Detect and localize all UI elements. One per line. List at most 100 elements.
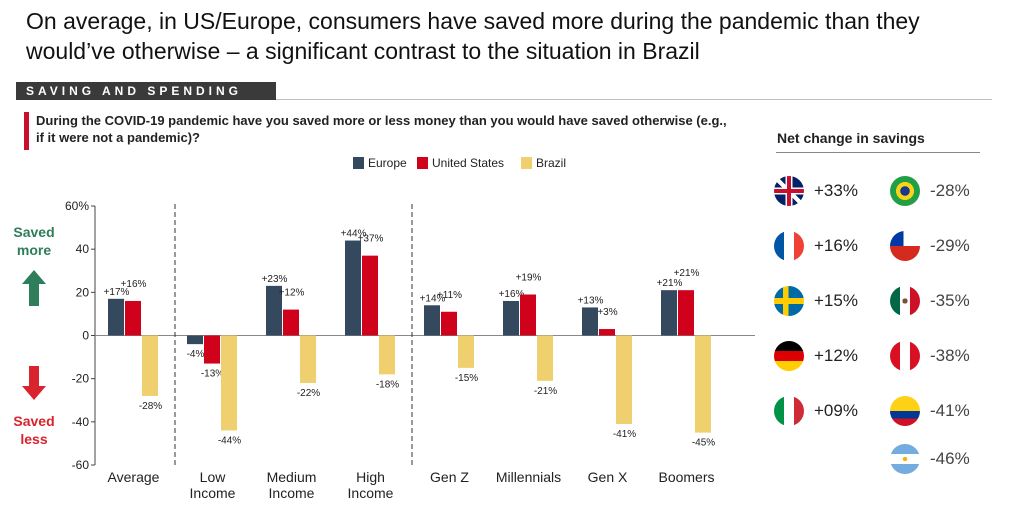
- saved-more-label: Saved: [13, 224, 54, 240]
- x-tick-label: Gen X: [588, 469, 628, 485]
- data-label: -18%: [376, 379, 399, 390]
- uk-flag-icon: [774, 176, 804, 206]
- data-label: +13%: [578, 295, 604, 306]
- bar-brazil: [458, 335, 474, 368]
- y-axis: -60 -40 -20 0 20 40 60%: [65, 199, 755, 472]
- net-change-title: Net change in savings: [777, 130, 925, 146]
- bar-brazil: [379, 335, 395, 375]
- question-accent-bar: [24, 112, 29, 150]
- x-tick-label: Income: [348, 485, 394, 501]
- data-label: +44%: [341, 229, 367, 240]
- data-label: -28%: [139, 401, 162, 412]
- bar-europe: [424, 305, 440, 336]
- bar-europe: [503, 300, 519, 336]
- x-tick-label: Income: [269, 485, 315, 501]
- bar-brazil: [142, 335, 158, 396]
- legend-label-2: Brazil: [536, 156, 566, 170]
- question-text: During the COVID-19 pandemic have you sa…: [36, 113, 727, 145]
- bar-brazil: [221, 335, 237, 431]
- bar-united-states: [283, 309, 299, 336]
- data-label: -21%: [534, 386, 557, 397]
- arrow-down-icon: [22, 366, 46, 400]
- brazil-flag-icon: [890, 176, 920, 206]
- section-banner: [16, 82, 276, 100]
- page-title: On average, in US/Europe, consumers have…: [26, 8, 920, 64]
- bar-brazil: [695, 335, 711, 433]
- data-label: +21%: [674, 268, 700, 279]
- bar-brazil: [300, 335, 316, 383]
- chile-flag-icon: [890, 231, 920, 261]
- data-label: +16%: [499, 289, 525, 300]
- section-label: SAVING AND SPENDING: [26, 84, 243, 98]
- mexico-flag-icon: [890, 286, 920, 316]
- data-label: -15%: [455, 373, 478, 384]
- arrow-up-icon: [22, 270, 46, 306]
- saved-less-label: Saved: [13, 413, 54, 429]
- group-dividers: [174, 204, 413, 465]
- data-label: -41%: [613, 429, 636, 440]
- bar-united-states: [520, 294, 536, 336]
- legend-label-0: Europe: [368, 156, 407, 170]
- france-net-change-value: +16%: [814, 236, 858, 255]
- legend-swatch-1: [417, 157, 428, 169]
- data-label: +16%: [121, 279, 147, 290]
- saved-less-label: less: [20, 431, 47, 447]
- bar-europe: [345, 240, 361, 336]
- colombia-flag-icon: [890, 396, 920, 426]
- brazil-net-change-value: -28%: [930, 181, 970, 200]
- data-label: -22%: [297, 388, 320, 399]
- data-label: -45%: [692, 438, 715, 449]
- x-tick-label: Boomers: [658, 469, 714, 485]
- x-tick-label: Medium: [267, 469, 317, 485]
- bar-europe: [108, 298, 124, 336]
- bar-europe: [582, 307, 598, 336]
- saved-more-label: more: [17, 242, 51, 258]
- germany-flag-icon: [774, 341, 804, 371]
- sweden-net-change-value: +15%: [814, 291, 858, 310]
- y-tick-label: 0: [82, 329, 89, 343]
- net-change-divider: [776, 152, 980, 153]
- x-tick-label: High: [356, 469, 385, 485]
- legend-swatch-2: [521, 157, 532, 169]
- bar-brazil: [537, 335, 553, 381]
- x-axis-labels: Average LowIncomeMediumIncomeHighIncomeGe…: [108, 469, 715, 501]
- x-tick-label: Gen Z: [430, 469, 469, 485]
- argentina-net-change-value: -46%: [930, 449, 970, 468]
- data-label: +37%: [358, 234, 384, 245]
- data-label: +19%: [516, 272, 542, 283]
- data-label: +21%: [657, 278, 683, 289]
- y-tick-label: -20: [72, 372, 90, 386]
- data-label: +12%: [279, 288, 305, 299]
- x-tick-label: Low: [200, 469, 227, 485]
- data-label: -44%: [218, 435, 241, 446]
- x-tick-label: Income: [190, 485, 236, 501]
- y-tick-label: -60: [72, 458, 90, 472]
- bar-united-states: [204, 335, 220, 364]
- data-label: +23%: [262, 274, 288, 285]
- x-tick-label: Average: [108, 469, 160, 485]
- y-tick-label: 40: [76, 242, 90, 256]
- sweden-flag-icon: [774, 286, 804, 316]
- y-tick-label: 20: [76, 285, 90, 299]
- bar-europe: [187, 335, 203, 345]
- data-label: +17%: [104, 287, 130, 298]
- data-label: +11%: [437, 290, 462, 301]
- bar-europe: [661, 290, 677, 336]
- italy-net-change-value: +09%: [814, 401, 858, 420]
- bar-united-states: [599, 329, 615, 336]
- colombia-net-change-value: -41%: [930, 401, 970, 420]
- uk-net-change-value: +33%: [814, 181, 858, 200]
- data-label: -4%: [187, 349, 205, 360]
- france-flag-icon: [774, 231, 804, 261]
- argentina-flag-icon: [890, 444, 920, 474]
- chart-legend: Europe United States Brazil: [353, 156, 566, 170]
- data-label: +3%: [597, 307, 617, 318]
- chart-bars: +17%+16%-28%-4%-13%-44%+23%+12%-22%+44%+…: [104, 229, 716, 449]
- data-label: +14%: [420, 293, 446, 304]
- section-divider: [276, 99, 992, 100]
- legend-swatch-0: [353, 157, 364, 169]
- chile-net-change-value: -29%: [930, 236, 970, 255]
- bar-europe: [266, 285, 282, 336]
- bar-united-states: [362, 255, 378, 336]
- legend-label-1: United States: [432, 156, 504, 170]
